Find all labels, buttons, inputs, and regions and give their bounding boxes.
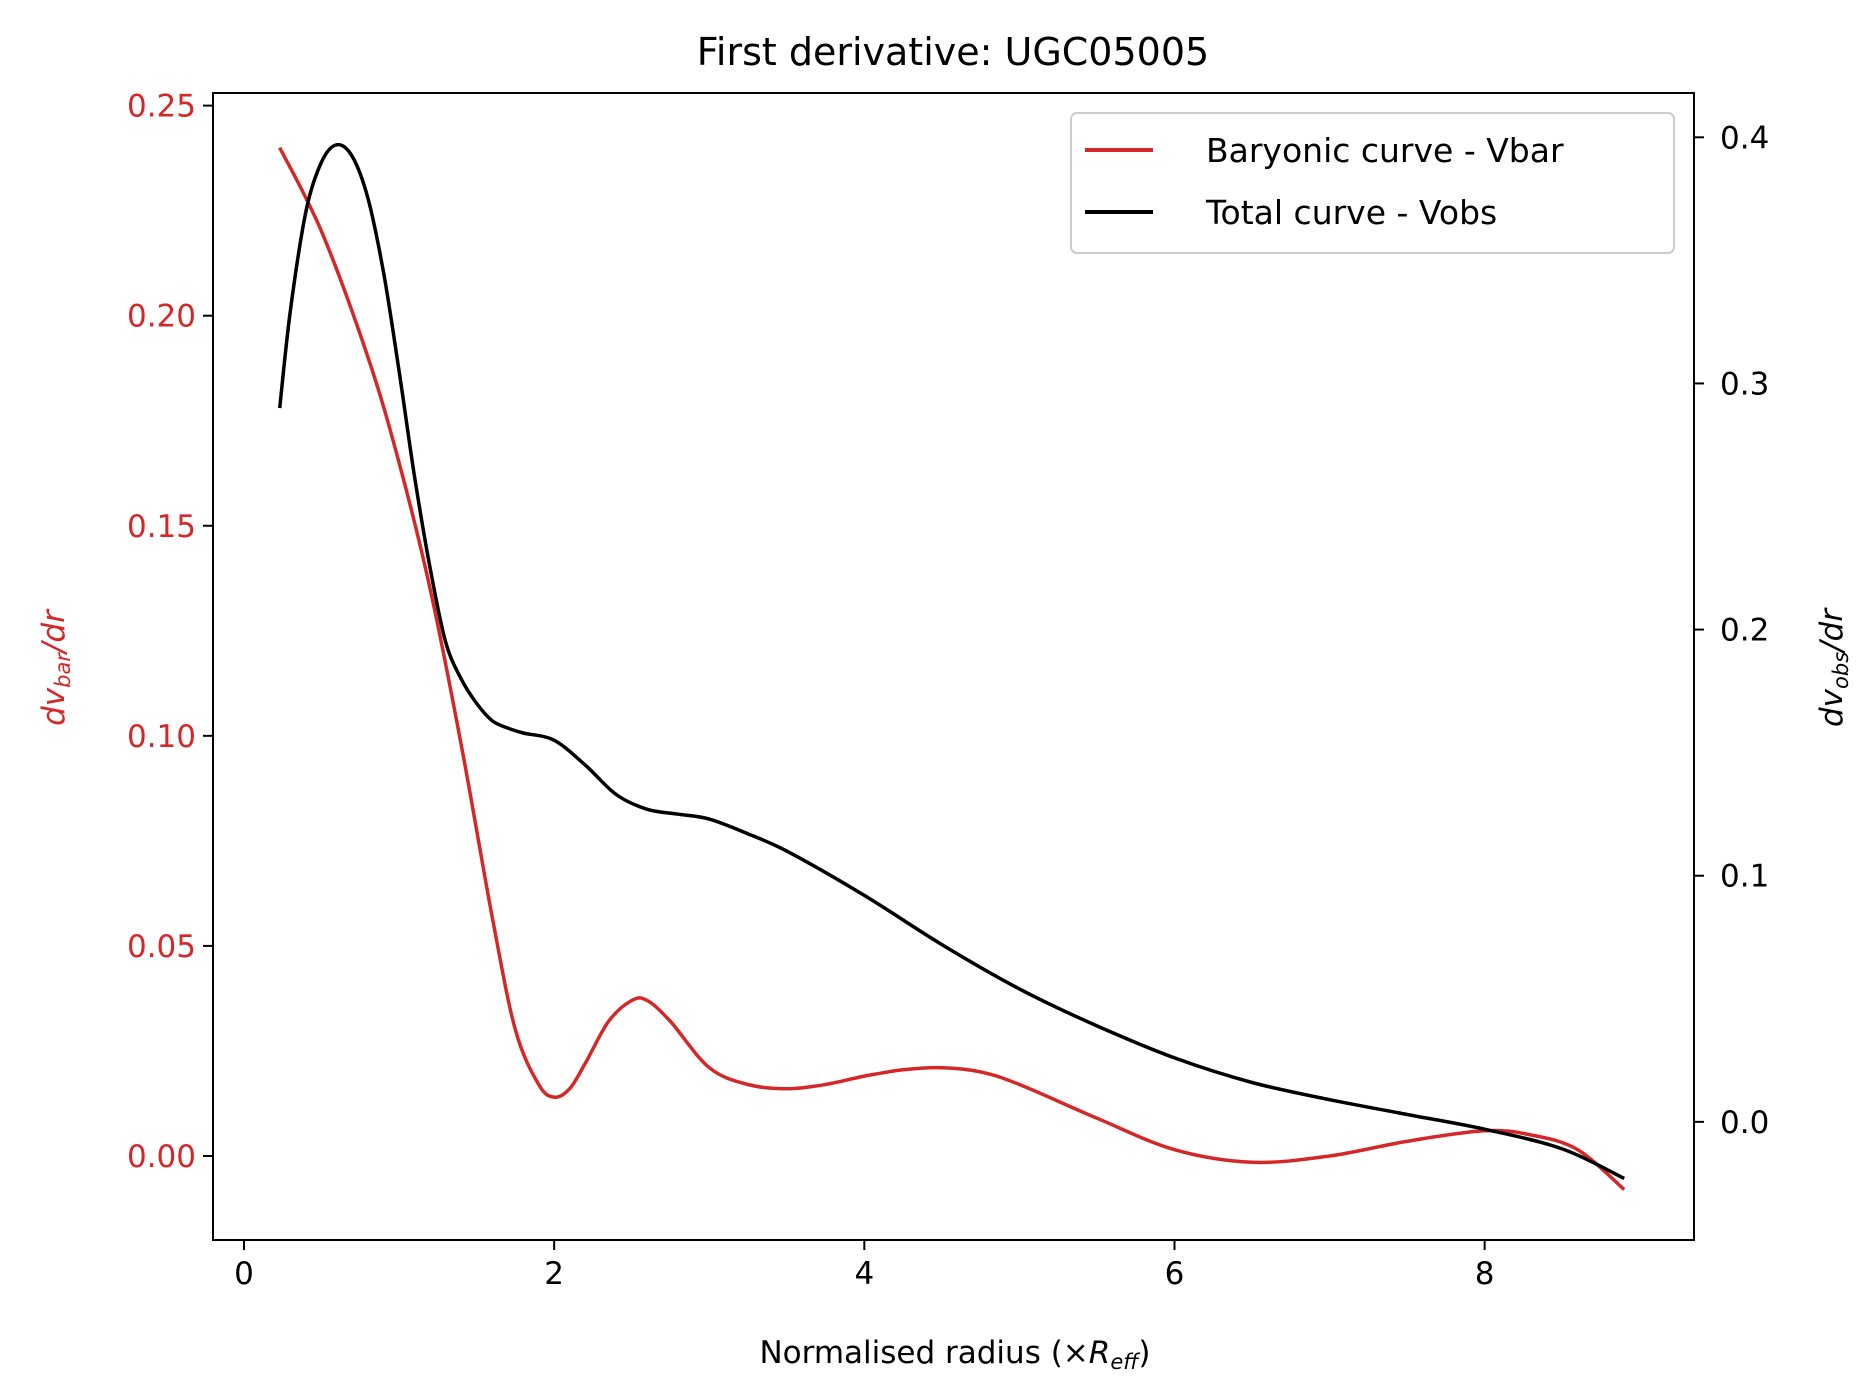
legend: Baryonic curve - Vbar Total curve - Vobs (1070, 112, 1675, 254)
legend-label-vbar: Baryonic curve - Vbar (1206, 131, 1564, 170)
y-right-axis-label-pre: dv (1814, 688, 1850, 727)
y-right-tick-label: 0.1 (1720, 859, 1769, 895)
chart-title: First derivative: UGC05005 (697, 30, 1209, 74)
series-layer (277, 142, 1626, 1191)
y-left-tick-label: 0.20 (127, 299, 196, 335)
x-axis-label-close: ) (1138, 1335, 1150, 1371)
x-axis-ticks: 0 2 4 6 8 (234, 1240, 1495, 1292)
y-left-tick-label: 0.05 (127, 929, 196, 965)
legend-box (1070, 112, 1675, 254)
legend-label-vobs: Total curve - Vobs (1205, 193, 1497, 232)
y-right-tick-label: 0.0 (1720, 1105, 1769, 1141)
x-tick-label: 0 (234, 1256, 254, 1292)
y-left-axis-ticks: 0.00 0.05 0.10 0.15 0.20 0.25 (127, 89, 213, 1175)
y-left-axis-label-post: /dr (36, 608, 72, 656)
x-axis-label-main: Normalised radius (× (759, 1335, 1088, 1371)
y-left-axis-label-pre: dv (36, 687, 72, 726)
y-right-tick-label: 0.2 (1720, 613, 1769, 649)
x-tick-label: 2 (544, 1256, 564, 1292)
x-axis-label-sub: eff (1110, 1350, 1141, 1374)
y-right-tick-label: 0.4 (1720, 120, 1769, 156)
series-line-vbar (278, 146, 1626, 1191)
y-left-tick-label: 0.25 (127, 89, 196, 125)
y-right-axis-label-post: /dr (1814, 607, 1850, 655)
x-axis-label: Normalised radius (×Reff) (759, 1335, 1150, 1374)
plot-frame (212, 92, 1695, 1241)
y-right-axis-label-sub: obs (1829, 652, 1853, 689)
y-left-tick-label: 0.15 (127, 509, 196, 545)
x-tick-label: 8 (1475, 1256, 1495, 1292)
x-tick-label: 6 (1165, 1256, 1185, 1292)
y-left-tick-label: 0.10 (127, 719, 196, 755)
x-tick-label: 4 (854, 1256, 874, 1292)
series-line-vobs (277, 142, 1625, 1181)
y-right-axis-ticks: 0.0 0.1 0.2 0.3 0.4 (1694, 120, 1769, 1141)
y-left-axis-label: dvbar/dr (36, 608, 75, 726)
y-right-axis-label: dvobs/dr (1814, 607, 1853, 727)
x-axis-label-var: R (1089, 1335, 1111, 1371)
y-right-tick-label: 0.3 (1720, 366, 1769, 402)
y-left-axis-label-sub: bar (51, 652, 75, 688)
y-left-tick-label: 0.00 (127, 1139, 196, 1175)
